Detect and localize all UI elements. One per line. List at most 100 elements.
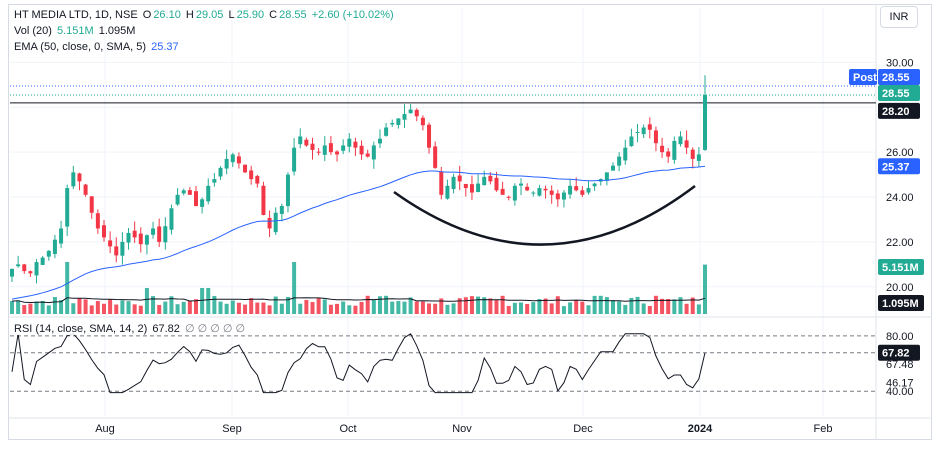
volume-bar: [101, 303, 106, 314]
volume-bar: [647, 305, 652, 314]
volume-bar: [390, 301, 395, 314]
candle-body: [316, 151, 321, 153]
candle-body: [169, 208, 174, 230]
volume-bar: [335, 303, 340, 314]
volume-bar: [261, 302, 266, 314]
volume-bar: [482, 297, 487, 314]
volume-bar: [371, 299, 376, 314]
candle-body: [641, 127, 646, 135]
volume-bar: [359, 301, 364, 314]
candle-body: [181, 190, 186, 194]
volume-bar: [120, 300, 125, 314]
volume-bar: [635, 296, 640, 314]
volume-bar: [347, 305, 352, 314]
volume-bar: [169, 296, 174, 314]
volume-bar: [696, 304, 701, 314]
candle-body: [420, 117, 425, 126]
candle-body: [304, 139, 309, 146]
candle-body: [95, 213, 100, 229]
currency-button[interactable]: INR: [880, 6, 918, 28]
volume-bar: [678, 297, 683, 314]
candle-body: [519, 183, 524, 186]
volume-bar: [151, 296, 156, 314]
volume-bar: [28, 303, 33, 314]
candle-body: [408, 109, 413, 114]
candle-body: [28, 271, 33, 274]
volume-bar: [537, 299, 542, 314]
candle-body: [335, 151, 340, 155]
volume-bar: [10, 301, 14, 314]
ema-legend: EMA (50, close, 0, SMA, 5) 25.37: [14, 41, 181, 53]
volume-bar: [181, 301, 186, 314]
volume-bar: [138, 305, 143, 314]
candle-body: [46, 250, 51, 257]
volume-bar: [218, 301, 223, 314]
candle-body: [224, 158, 229, 169]
volume-bar: [341, 301, 346, 314]
candle-body: [193, 191, 198, 207]
volume-bar: [365, 295, 370, 314]
candle-body: [629, 136, 634, 147]
volume-value: 5.151M: [56, 25, 94, 37]
candle-body: [59, 228, 64, 244]
candle-body: [543, 188, 548, 191]
volume-ma-line: [11, 297, 706, 304]
candle-body: [457, 175, 462, 182]
candle-body: [555, 193, 560, 200]
volume-bar: [279, 303, 284, 314]
volume-bar: [292, 262, 297, 314]
volume-bar: [488, 298, 493, 314]
candle-body: [267, 217, 272, 229]
volume-bar: [144, 288, 149, 314]
candle-body: [273, 212, 278, 233]
volume-bar: [592, 295, 597, 314]
volume-bar: [543, 298, 548, 314]
volume-bar: [574, 300, 579, 314]
candle-body: [451, 176, 456, 190]
candle-body: [65, 188, 70, 227]
candle-body: [200, 199, 205, 207]
candle-body: [561, 192, 566, 200]
candle-body: [647, 124, 652, 130]
candle-body: [341, 145, 346, 151]
price-tick-label: 20.00: [886, 282, 914, 294]
volume-ma-price-label-bg: [878, 295, 924, 311]
candle-body: [666, 151, 671, 157]
volume-bar: [623, 304, 628, 314]
volume-bar: [163, 301, 168, 314]
volume-bar: [666, 298, 671, 314]
time-tick-label: Dec: [573, 423, 593, 435]
hline-price-label-bg: [878, 102, 920, 119]
volume-price-label: 5.151M: [882, 262, 919, 274]
candle-body: [77, 173, 82, 182]
candle-body: [249, 170, 254, 180]
rsi-extra: ∅ ∅ ∅ ∅ ∅: [184, 323, 246, 335]
candle-body: [592, 183, 597, 187]
volume-bar: [463, 297, 468, 314]
volume-bar: [586, 305, 591, 314]
time-tick-label: Nov: [452, 423, 472, 435]
volume-bar: [22, 304, 27, 314]
candle-body: [144, 235, 149, 245]
candle-body: [16, 264, 21, 267]
candle-body: [34, 262, 39, 276]
candle-body: [703, 94, 707, 150]
volume-bar: [175, 304, 180, 314]
open-label: O: [142, 9, 152, 21]
volume-bar: [40, 300, 45, 314]
candle-body: [322, 145, 327, 155]
candle-body: [108, 240, 113, 247]
candle-body: [672, 140, 677, 160]
post-label-bg: [849, 68, 877, 85]
candle-body: [218, 167, 223, 177]
time-tick-label: Feb: [814, 423, 833, 435]
volume-bar: [328, 304, 333, 314]
candle-body: [660, 145, 665, 153]
volume-bar: [494, 299, 499, 314]
volume-bar: [414, 301, 419, 314]
close-label: C: [269, 9, 278, 21]
volume-bar: [236, 302, 241, 314]
symbol-legend: HT MEDIA LTD, 1D, NSE O 26.10 H 29.05 L 25.…: [14, 9, 396, 21]
volume-bar: [617, 301, 622, 314]
